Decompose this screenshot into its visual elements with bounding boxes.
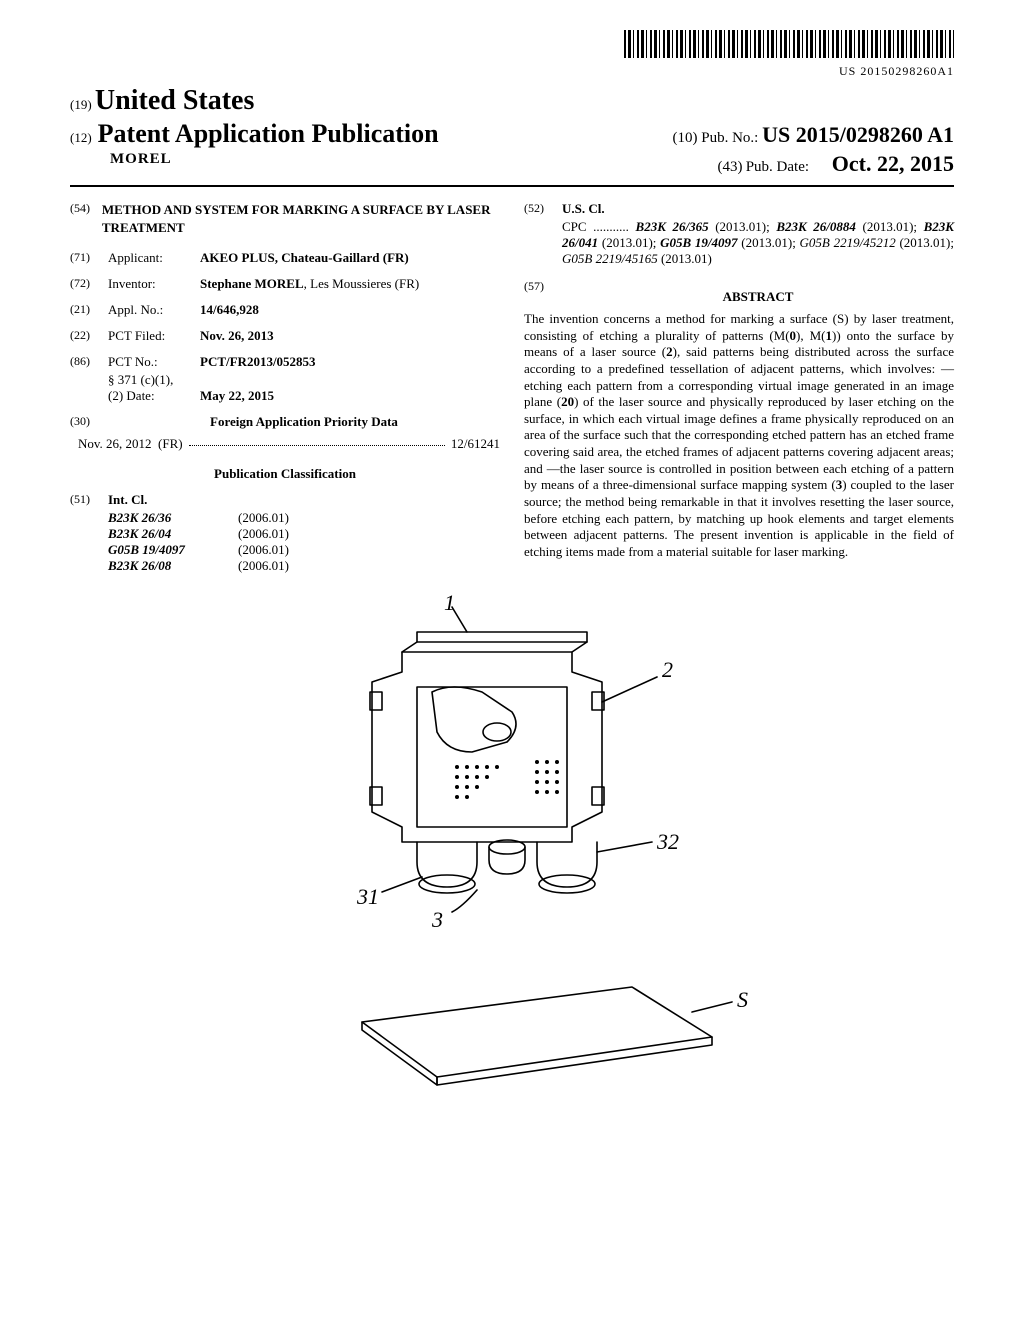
abstract-label: ABSTRACT: [562, 289, 954, 305]
field-86-sub2: (2) Date: May 22, 2015: [70, 388, 500, 404]
label-uscl: U.S. Cl.: [562, 201, 605, 217]
cpc-block: CPC ........... B23K 26/365 (2013.01); B…: [524, 219, 954, 267]
fig-label-1: 1: [444, 592, 455, 615]
code-30: (30): [70, 414, 108, 430]
field-21: (21) Appl. No.: 14/646,928: [70, 302, 500, 318]
pubdate: Oct. 22, 2015: [832, 151, 954, 176]
intcl-ver: (2006.01): [238, 510, 289, 526]
abstract-text: The invention concerns a method for mark…: [524, 311, 954, 560]
field-57-header: (57) ABSTRACT: [524, 279, 954, 311]
label-inventor: Inventor:: [108, 276, 200, 292]
right-column: (52) U.S. Cl. CPC ........... B23K 26/36…: [524, 201, 954, 574]
field-71: (71) Applicant: AKEO PLUS, Chateau-Gaill…: [70, 250, 500, 266]
field-86: (86) PCT No.: PCT/FR2013/052853: [70, 354, 500, 370]
doc-type: Patent Application Publication: [98, 119, 439, 149]
intcl-row: B23K 26/36(2006.01): [70, 510, 500, 526]
pub-classification-header: Publication Classification: [70, 466, 500, 482]
intcl-ver: (2006.01): [238, 558, 289, 574]
label-pctno: PCT No.:: [108, 354, 200, 370]
field-52: (52) U.S. Cl.: [524, 201, 954, 217]
code-22: (22): [70, 328, 108, 344]
author-name: MOREL: [70, 151, 172, 177]
figure-svg: 1 2 32 31 3 S: [252, 592, 772, 1092]
field-54: (54) METHOD AND SYSTEM FOR MARKING A SUR…: [70, 201, 500, 236]
dotted-leader: [189, 436, 445, 446]
intcl-ver: (2006.01): [238, 526, 289, 542]
field-30-header: (30) Foreign Application Priority Data: [70, 414, 500, 430]
left-column: (54) METHOD AND SYSTEM FOR MARKING A SUR…: [70, 201, 500, 574]
pubno: US 2015/0298260 A1: [762, 122, 954, 147]
fig-label-31: 31: [356, 884, 379, 909]
intcl-row: G05B 19/4097(2006.01): [70, 542, 500, 558]
header: (19) United States (12) Patent Applicati…: [70, 85, 954, 177]
code-71: (71): [70, 250, 108, 266]
invention-title: METHOD AND SYSTEM FOR MARKING A SURFACE …: [102, 201, 500, 236]
intcl-code: B23K 26/08: [108, 558, 238, 574]
pctfiled-value: Nov. 26, 2013: [200, 328, 500, 344]
barcode-block: US 20150298260A1: [70, 30, 954, 79]
priority-row: Nov. 26, 2012 (FR) 12/61241: [78, 436, 500, 452]
priority-appno: 12/61241: [451, 436, 500, 452]
code-57: (57): [524, 279, 562, 311]
pubno-label: Pub. No.:: [701, 130, 758, 146]
intcl-code: B23K 26/04: [108, 526, 238, 542]
field-51: (51) Int. Cl.: [70, 492, 500, 508]
fig-label-3: 3: [431, 907, 443, 932]
divider: [70, 185, 954, 187]
intcl-code: G05B 19/4097: [108, 542, 238, 558]
label-applicant: Applicant:: [108, 250, 200, 266]
code-12: (12): [70, 130, 92, 146]
inventor-value: Stephane MOREL, Les Moussieres (FR): [200, 276, 500, 292]
pctno-value: PCT/FR2013/052853: [200, 354, 500, 370]
field-72: (72) Inventor: Stephane MOREL, Les Mouss…: [70, 276, 500, 292]
cpc-label: CPC: [562, 219, 587, 234]
code-10: (10): [672, 130, 697, 146]
barcode-graphic: [624, 30, 954, 58]
label-pctfiled: PCT Filed:: [108, 328, 200, 344]
code-52: (52): [524, 201, 562, 217]
fig-label-s: S: [737, 987, 748, 1012]
code-19: (19): [70, 97, 92, 112]
priority-country: (FR): [158, 436, 183, 452]
intcl-row: B23K 26/04(2006.01): [70, 526, 500, 542]
label-371: § 371 (c)(1),: [108, 372, 200, 388]
intcl-code: B23K 26/36: [108, 510, 238, 526]
barcode-text: US 20150298260A1: [70, 64, 954, 79]
pubdate-label: Pub. Date:: [746, 159, 809, 175]
label-371date: (2) Date:: [108, 388, 200, 404]
field-22: (22) PCT Filed: Nov. 26, 2013: [70, 328, 500, 344]
date-371-value: May 22, 2015: [200, 388, 500, 404]
code-43: (43): [717, 159, 742, 175]
code-51: (51): [70, 492, 108, 508]
intcl-row: B23K 26/08(2006.01): [70, 558, 500, 574]
fig-label-32: 32: [656, 829, 679, 854]
applno-value: 14/646,928: [200, 302, 500, 318]
code-72: (72): [70, 276, 108, 292]
label-applno: Appl. No.:: [108, 302, 200, 318]
patent-figure: 1 2 32 31 3 S: [70, 592, 954, 1096]
foreign-priority-header: Foreign Application Priority Data: [108, 414, 500, 430]
field-86-sub1: § 371 (c)(1),: [70, 372, 500, 388]
priority-date: Nov. 26, 2012: [78, 436, 152, 452]
code-21: (21): [70, 302, 108, 318]
applicant-value: AKEO PLUS, Chateau-Gaillard (FR): [200, 250, 500, 266]
country: United States: [95, 85, 254, 116]
code-86: (86): [70, 354, 108, 370]
code-54: (54): [70, 201, 102, 236]
biblio-columns: (54) METHOD AND SYSTEM FOR MARKING A SUR…: [70, 201, 954, 574]
fig-label-2: 2: [662, 657, 673, 682]
patent-page: US 20150298260A1 (19) United States (12)…: [0, 0, 1024, 1116]
label-intcl: Int. Cl.: [108, 492, 147, 508]
intcl-ver: (2006.01): [238, 542, 289, 558]
